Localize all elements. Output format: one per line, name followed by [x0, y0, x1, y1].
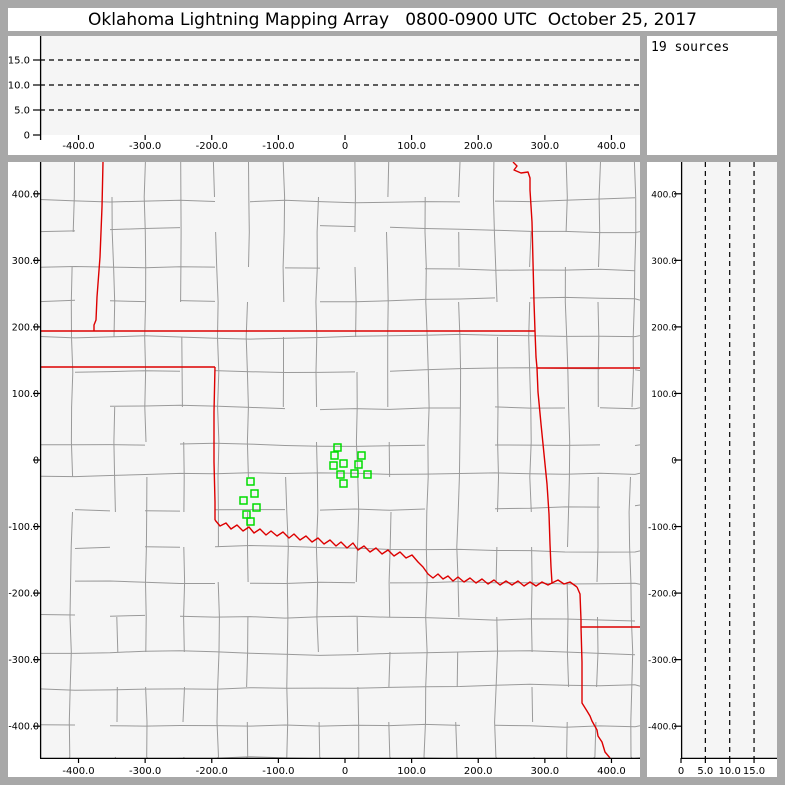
svg-text:400.0: 400.0 — [597, 766, 626, 777]
svg-text:-200.0: -200.0 — [196, 766, 228, 777]
lightning-source-marker — [336, 470, 345, 479]
svg-text:15.0: 15.0 — [8, 56, 30, 67]
right-plot-area[interactable] — [681, 162, 777, 758]
state-border-arkansas-south-line — [576, 586, 611, 758]
svg-text:5.0: 5.0 — [697, 766, 713, 777]
svg-text:300.0: 300.0 — [531, 766, 560, 777]
plan-view-map-panel[interactable]: 400.0 300.0 200.0 100.0 0 -100.0 -200.0 -300.0 -… — [8, 162, 640, 777]
svg-text:200.0: 200.0 — [651, 323, 677, 333]
svg-text:-300.0: -300.0 — [648, 656, 677, 666]
svg-text:100.0: 100.0 — [397, 141, 426, 152]
sources-count-panel: 19 sources — [647, 36, 777, 155]
svg-text:-200.0: -200.0 — [8, 589, 39, 600]
lightning-source-marker — [330, 451, 339, 460]
lightning-source-marker — [333, 443, 342, 452]
svg-text:-300.0: -300.0 — [129, 766, 161, 777]
svg-text:-100.0: -100.0 — [8, 522, 39, 533]
svg-text:-100.0: -100.0 — [262, 141, 294, 152]
svg-text:15.0: 15.0 — [743, 766, 765, 777]
svg-text:100.0: 100.0 — [397, 766, 426, 777]
lightning-source-marker — [339, 479, 348, 488]
svg-text:-200.0: -200.0 — [196, 141, 228, 152]
altitude-vs-northsouth-panel[interactable]: 400.0 300.0 200.0 100.0 0 -100.0 -200.0 -300.0 -… — [647, 162, 777, 777]
svg-text:10.0: 10.0 — [8, 81, 30, 92]
svg-text:-100.0: -100.0 — [648, 523, 677, 533]
svg-text:-400.0: -400.0 — [62, 766, 94, 777]
map-axes: 400.0 300.0 200.0 100.0 0 -100.0 -200.0 -300.0 -… — [8, 162, 640, 777]
svg-text:300.0: 300.0 — [651, 257, 677, 267]
state-border-missouri-east-line — [512, 162, 553, 584]
top-altitude-gridlines — [40, 59, 640, 111]
lightning-source-markers — [239, 443, 372, 526]
svg-text:400.0: 400.0 — [597, 141, 626, 152]
county-boundaries — [40, 162, 640, 758]
sources-count-label: 19 sources — [651, 40, 730, 55]
svg-text:-300.0: -300.0 — [129, 141, 161, 152]
lightning-source-marker — [246, 477, 255, 486]
title-bar: Oklahoma Lightning Mapping Array 0800-09… — [8, 8, 777, 31]
window-title: Oklahoma Lightning Mapping Array 0800-09… — [88, 9, 697, 30]
svg-text:-100.0: -100.0 — [262, 766, 294, 777]
top-axes: 15.0 10.0 5.0 0 -400.0 -300.0 -200.0 -100.0 0 100… — [8, 36, 626, 152]
state-border-red-river — [214, 519, 578, 588]
altitude-vs-eastwest-panel[interactable]: 15.0 10.0 5.0 0 -400.0 -300.0 -200.0 -100.0 0 100… — [8, 36, 640, 155]
lightning-source-marker — [250, 489, 259, 498]
lightning-source-marker — [246, 517, 255, 526]
lightning-source-marker — [357, 451, 366, 460]
svg-text:10.0: 10.0 — [719, 766, 741, 777]
svg-text:-400.0: -400.0 — [648, 723, 677, 733]
svg-text:100.0: 100.0 — [651, 390, 677, 400]
lightning-source-marker — [350, 469, 359, 478]
lightning-source-marker — [239, 496, 248, 505]
lightning-source-marker — [252, 503, 261, 512]
state-border-co-nm-west-line — [93, 162, 104, 331]
lightning-source-marker — [329, 461, 338, 470]
right-axes: 400.0 300.0 200.0 100.0 0 -100.0 -200.0 -300.0 -… — [648, 162, 777, 777]
svg-text:5.0: 5.0 — [14, 106, 30, 117]
svg-text:0: 0 — [342, 766, 348, 777]
svg-text:-400.0: -400.0 — [62, 141, 94, 152]
svg-text:0: 0 — [24, 131, 30, 142]
svg-text:0: 0 — [33, 456, 39, 467]
svg-text:200.0: 200.0 — [12, 322, 39, 333]
svg-text:100.0: 100.0 — [12, 389, 39, 400]
right-altitude-gridlines — [704, 162, 755, 758]
svg-text:300.0: 300.0 — [531, 141, 560, 152]
lightning-source-marker — [363, 470, 372, 479]
svg-text:400.0: 400.0 — [12, 189, 39, 200]
svg-text:-400.0: -400.0 — [8, 722, 39, 733]
svg-text:300.0: 300.0 — [12, 256, 39, 267]
svg-text:-200.0: -200.0 — [648, 590, 677, 600]
svg-text:0: 0 — [342, 141, 348, 152]
svg-text:-300.0: -300.0 — [8, 655, 39, 666]
svg-text:0: 0 — [671, 457, 677, 467]
svg-text:400.0: 400.0 — [651, 190, 677, 200]
state-borders — [40, 162, 640, 758]
svg-text:200.0: 200.0 — [464, 766, 493, 777]
state-border-texas-100w-meridian — [213, 366, 216, 520]
svg-text:200.0: 200.0 — [464, 141, 493, 152]
svg-text:0: 0 — [678, 766, 684, 777]
lightning-source-marker — [339, 459, 348, 468]
lightning-source-marker — [354, 460, 363, 469]
